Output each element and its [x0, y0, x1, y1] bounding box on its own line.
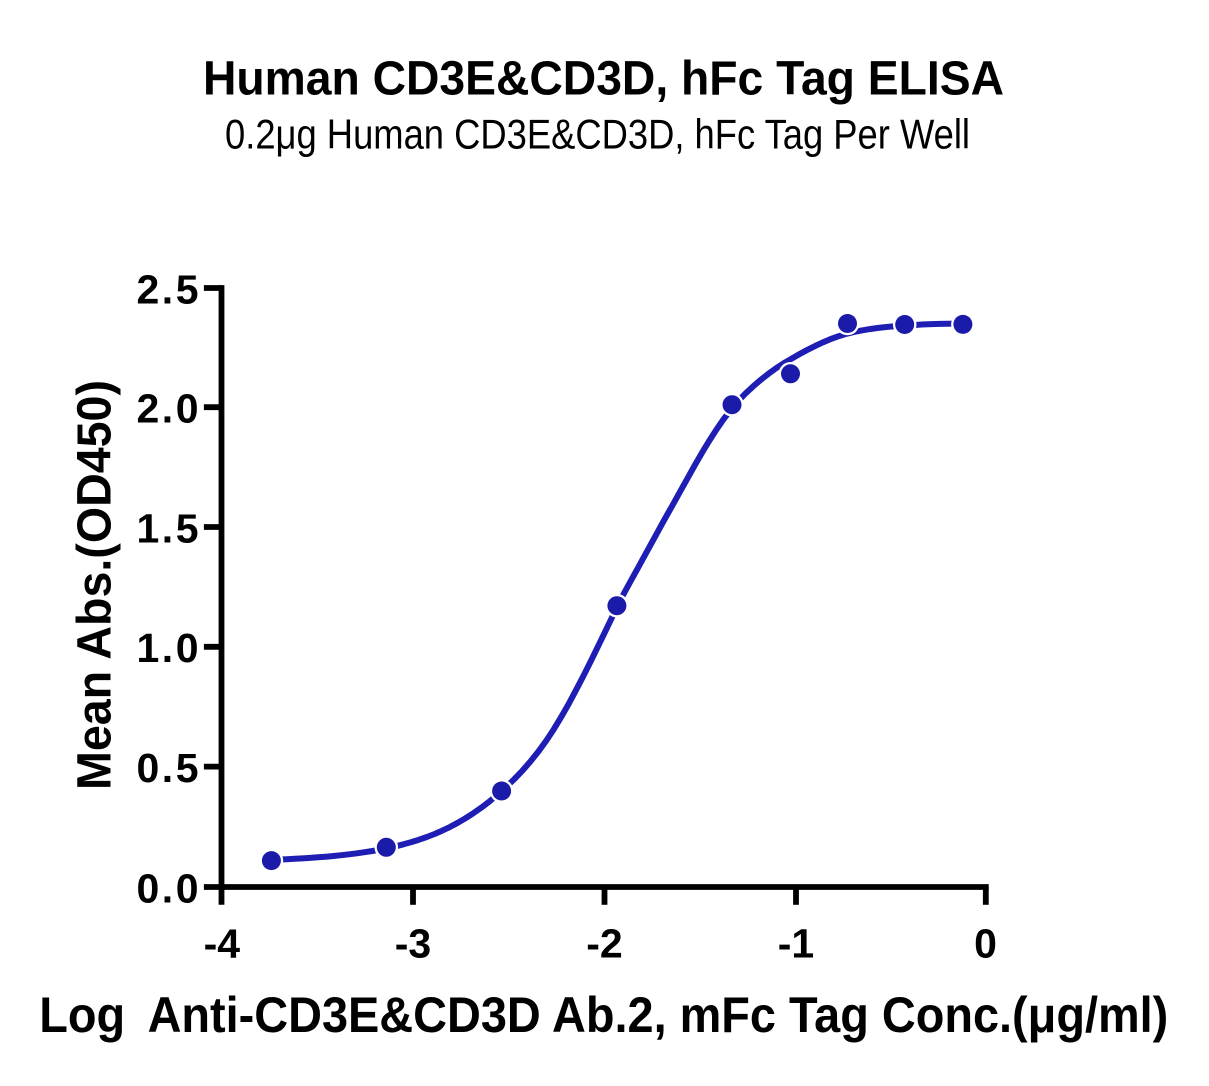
svg-text:Human CD3E&CD3D, hFc Tag ELISA: Human CD3E&CD3D, hFc Tag ELISA	[203, 53, 1004, 106]
svg-text:0.5: 0.5	[137, 745, 202, 791]
svg-text:0.0: 0.0	[137, 865, 202, 911]
svg-text:-2: -2	[586, 920, 622, 966]
svg-text:1.5: 1.5	[137, 505, 202, 551]
svg-text:-4: -4	[204, 920, 241, 966]
svg-text:-1: -1	[778, 920, 814, 966]
svg-text:1.0: 1.0	[137, 625, 202, 671]
svg-text:2.5: 2.5	[137, 266, 202, 312]
svg-text:-3: -3	[395, 920, 431, 966]
svg-text:Mean Abs.(OD450): Mean Abs.(OD450)	[69, 380, 122, 790]
svg-text:0: 0	[974, 920, 997, 966]
svg-text:0.2μg Human CD3E&CD3D, hFc Tag: 0.2μg Human CD3E&CD3D, hFc Tag Per Well	[225, 111, 970, 158]
svg-text:2.0: 2.0	[137, 386, 202, 432]
svg-text:Log Anti-CD3E&CD3D Ab.2, mFc: Log Anti-CD3E&CD3D Ab.2, mFc Tag Conc.(μ…	[39, 987, 1168, 1043]
